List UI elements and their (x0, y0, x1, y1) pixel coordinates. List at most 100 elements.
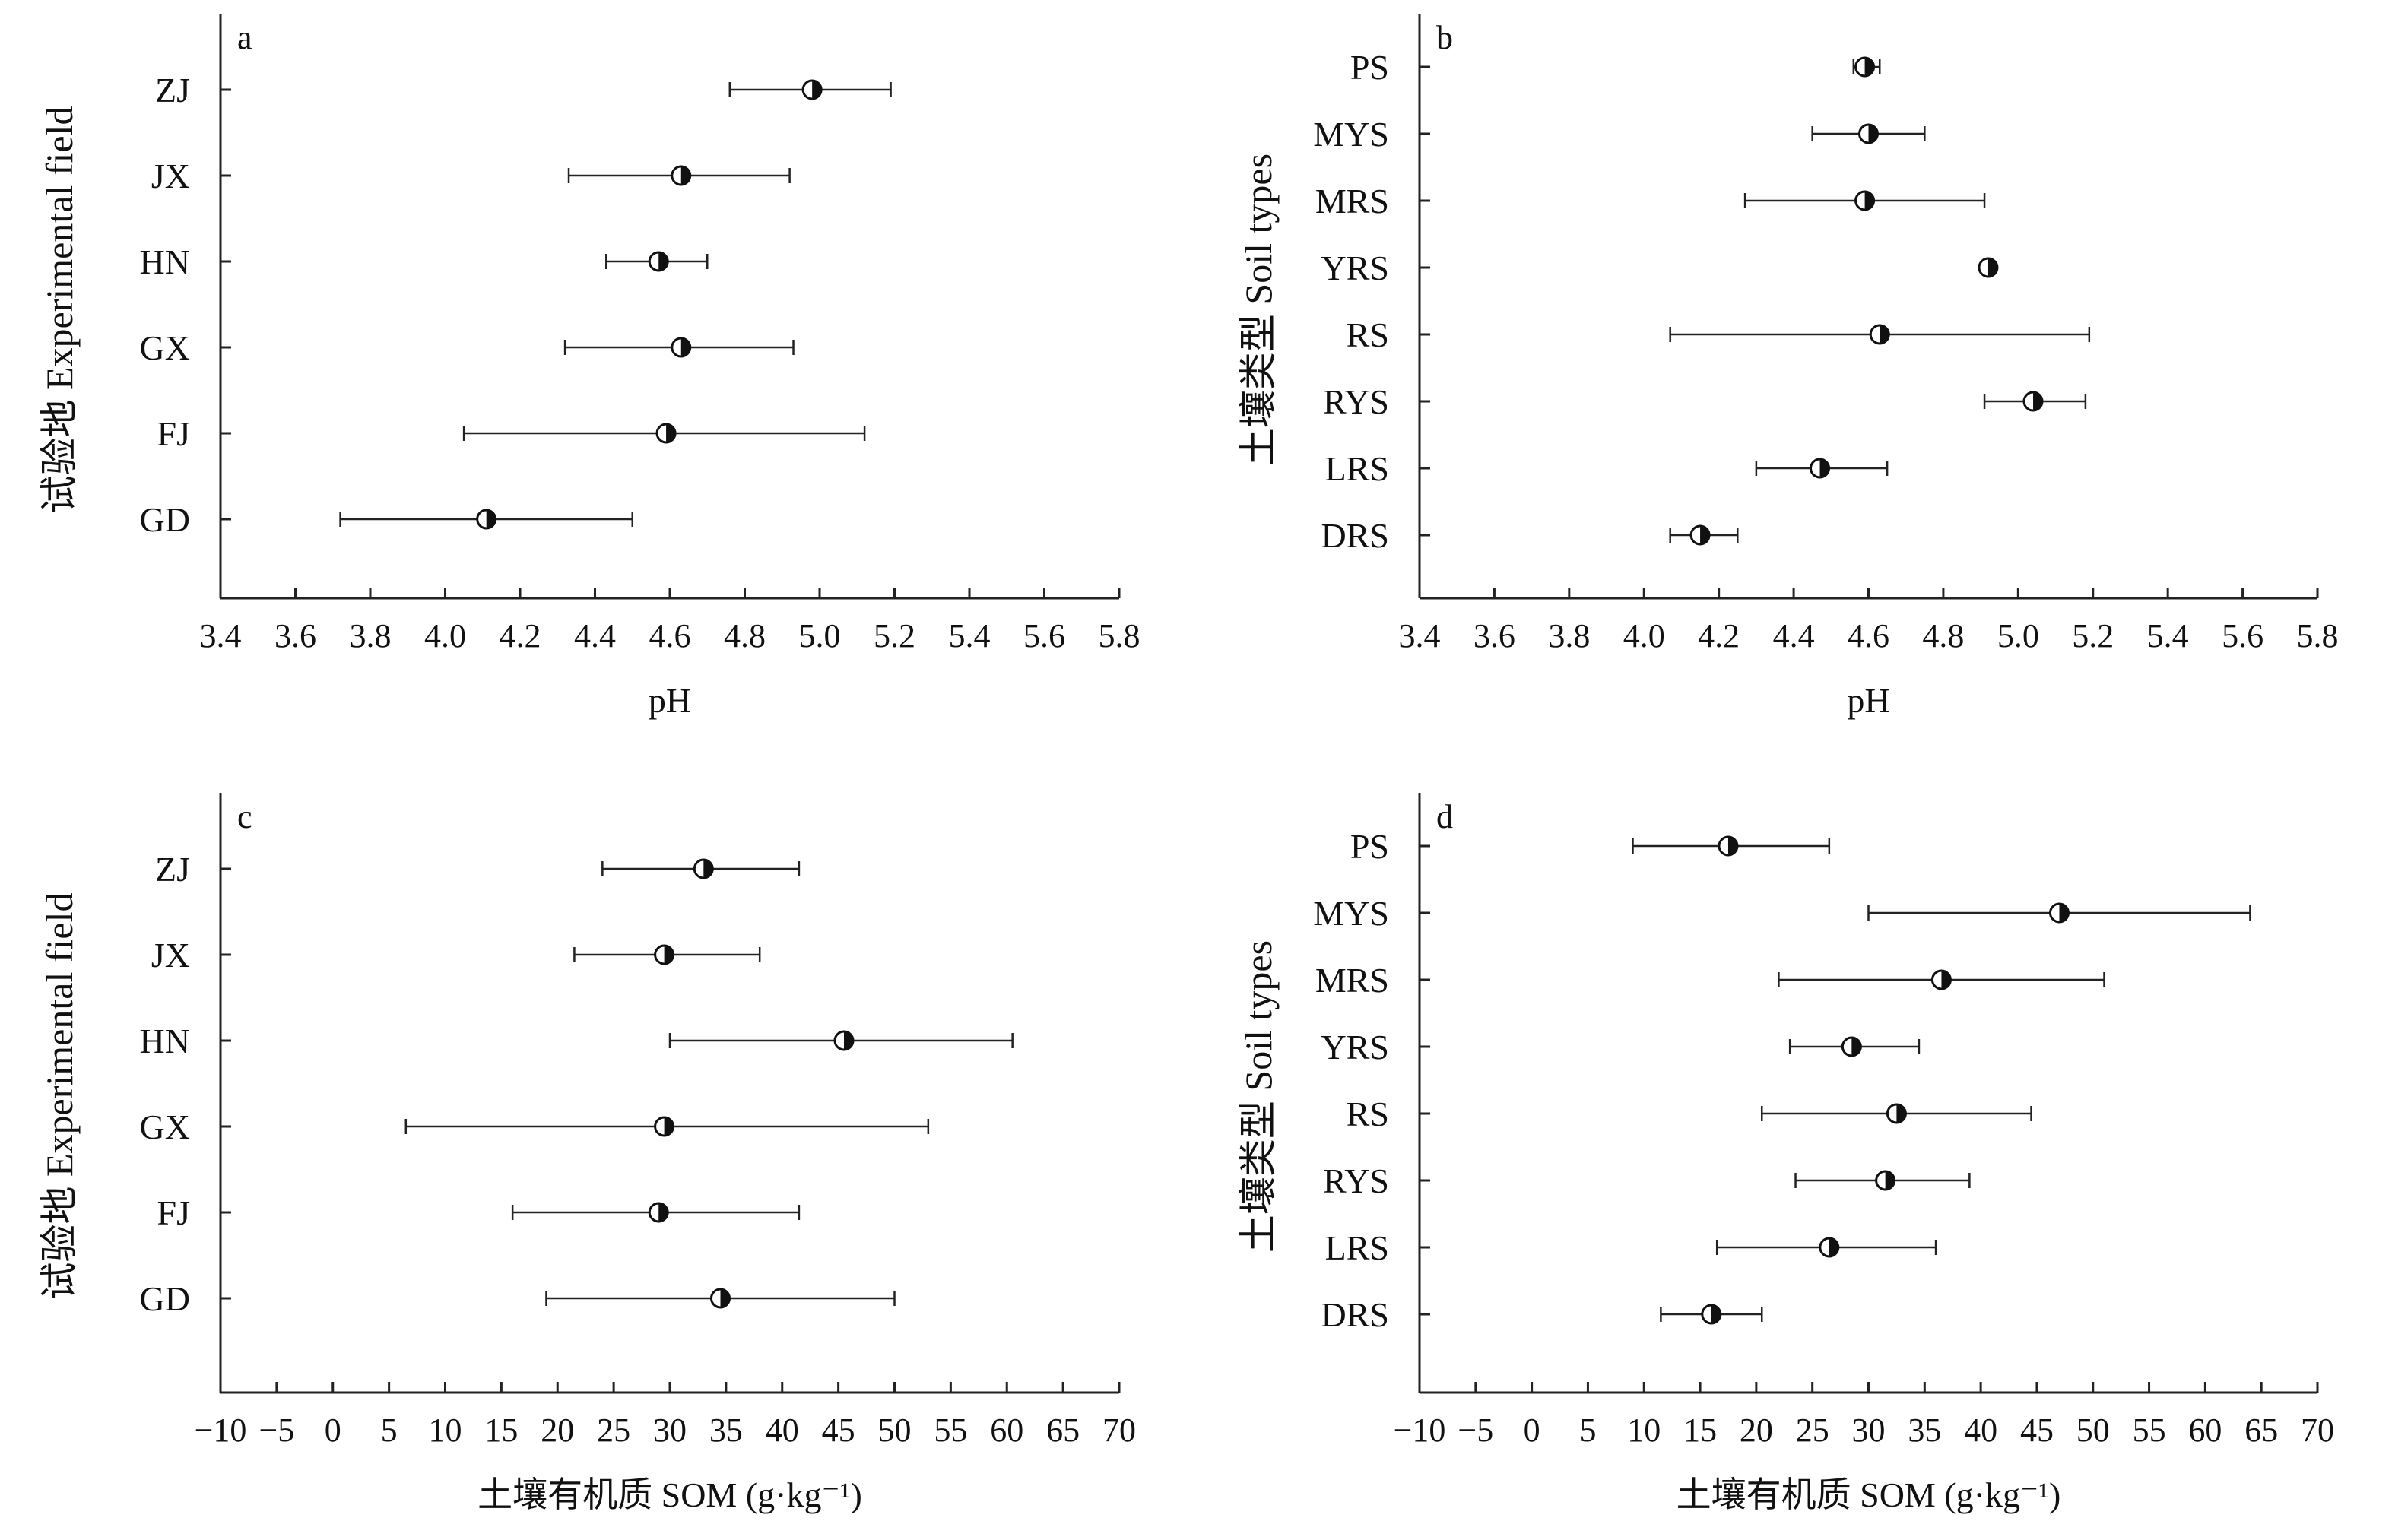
x-tick-label: 15 (484, 1412, 518, 1449)
data-point-fill (2033, 392, 2043, 410)
y-tick-label: RS (1347, 1095, 1389, 1133)
y-tick-label: PS (1350, 827, 1389, 866)
data-point-fill (1851, 1038, 1861, 1056)
data-point (709, 1288, 731, 1309)
panel-c: −10 −5 0 5 10 15 20 25 30 35 40 45 50 55 60 65 70 土壤有机质 S… (38, 793, 1136, 1514)
y-tick-label: LRS (1325, 1228, 1389, 1267)
x-tick-label: 20 (1740, 1412, 1773, 1449)
data-point-fill (1829, 1238, 1838, 1256)
data-point (1701, 1304, 1722, 1325)
data-point (1819, 1237, 1840, 1258)
y-tick-label: HN (140, 1022, 190, 1060)
x-tick-label: 5.8 (2297, 617, 2339, 654)
data-point-fill (1941, 971, 1951, 989)
data-point (648, 1202, 669, 1223)
x-tick-label: 5.0 (1997, 617, 2039, 654)
x-tick-label: 5.6 (1023, 617, 1065, 654)
data-point-fill (1868, 125, 1878, 143)
x-tick-label: 5.4 (949, 617, 991, 654)
data-point-fill (666, 424, 676, 442)
data-point-fill (703, 860, 713, 878)
x-tick-label: −10 (1394, 1412, 1446, 1449)
data-point (1854, 56, 1876, 78)
data-point-fill (1711, 1305, 1721, 1323)
data-point-fill (1864, 192, 1874, 210)
y-tick-label: FJ (157, 414, 190, 453)
x-tick-label: 55 (2133, 1412, 2166, 1449)
x-axis-title: pH (1847, 681, 1889, 720)
x-tick-label: 5.2 (874, 617, 915, 654)
x-tick-label: 30 (653, 1412, 687, 1449)
x-tick-label: 5.6 (2222, 617, 2263, 654)
data-point-fill (1864, 58, 1874, 76)
data-point (1875, 1170, 1896, 1191)
x-tick-label: 65 (2244, 1412, 2278, 1449)
panel-label: a (237, 19, 252, 56)
y-tick-label: GX (140, 1107, 190, 1146)
data-point-fill (680, 338, 690, 356)
x-axis-title: pH (649, 681, 691, 720)
y-tick-label: GD (140, 500, 190, 539)
data-point-fill (1880, 325, 1889, 344)
data-point-fill (1987, 258, 1997, 277)
x-tick-label: 25 (1796, 1412, 1829, 1449)
x-tick-label: −10 (195, 1412, 247, 1449)
data-point (648, 251, 669, 272)
x-tick-label: 3.6 (1473, 617, 1515, 654)
data-point-fill (1896, 1104, 1906, 1123)
data-point-fill (680, 166, 690, 185)
data-point-fill (720, 1289, 730, 1307)
x-tick-label: 45 (2020, 1412, 2054, 1449)
x-tick-label: 40 (1964, 1412, 1997, 1449)
y-tick-label: PS (1350, 48, 1389, 87)
data-point-fill (1885, 1171, 1895, 1190)
data-point-fill (812, 81, 822, 99)
data-point-fill (844, 1031, 854, 1050)
data-point (1718, 835, 1739, 857)
data-point (2048, 902, 2070, 924)
data-point (654, 944, 675, 965)
y-tick-label: MRS (1315, 182, 1389, 220)
x-tick-label: 4.6 (649, 617, 691, 654)
data-point-fill (486, 510, 496, 528)
x-tick-label: 35 (1908, 1412, 1941, 1449)
x-tick-label: 70 (2301, 1412, 2334, 1449)
y-tick-label: DRS (1321, 1295, 1389, 1334)
x-tick-label: 70 (1102, 1412, 1136, 1449)
x-tick-label: 15 (1683, 1412, 1717, 1449)
x-tick-label: 5.4 (2147, 617, 2189, 654)
x-tick-label: 4.2 (1698, 617, 1740, 654)
data-point (693, 858, 714, 879)
data-point (1886, 1103, 1907, 1124)
x-tick-label: 4.8 (1922, 617, 1964, 654)
y-tick-label: FJ (157, 1193, 190, 1232)
data-point (671, 165, 692, 186)
x-tick-label: 50 (878, 1412, 912, 1449)
data-point (1869, 324, 1890, 345)
data-point-fill (664, 946, 674, 964)
data-point (671, 337, 692, 358)
data-point-fill (658, 252, 668, 271)
x-tick-label: 60 (990, 1412, 1023, 1449)
y-axis-title: 土壤类型 Soil types (1237, 940, 1280, 1253)
x-tick-label: 10 (429, 1412, 462, 1449)
data-point-fill (658, 1203, 668, 1222)
y-tick-label: JX (151, 936, 190, 974)
x-tick-label: 4.4 (574, 617, 616, 654)
y-tick-label: RYS (1323, 382, 1389, 421)
y-tick-label: MYS (1313, 894, 1389, 933)
panel-d: −10 −5 0 5 10 15 20 25 30 35 40 45 50 55 60 65 70 土壤有机质 S… (1237, 793, 2334, 1514)
y-tick-label: HN (140, 242, 190, 281)
data-point (1810, 458, 1831, 479)
data-point-fill (1819, 459, 1829, 477)
x-tick-label: 4.0 (1623, 617, 1665, 654)
panel-b: 3.4 3.6 3.8 4.0 4.2 4.4 4.6 4.8 5.0 5.2 5.4 5.6 5.8 p… (1237, 14, 2339, 720)
y-axis-title: 土壤类型 Soil types (1237, 154, 1280, 466)
y-tick-label: LRS (1325, 449, 1389, 488)
x-tick-label: 5 (1579, 1412, 1596, 1449)
y-tick-label: ZJ (155, 71, 190, 109)
data-point-fill (2059, 904, 2069, 922)
data-point (801, 79, 823, 100)
x-tick-label: 4.4 (1773, 617, 1815, 654)
